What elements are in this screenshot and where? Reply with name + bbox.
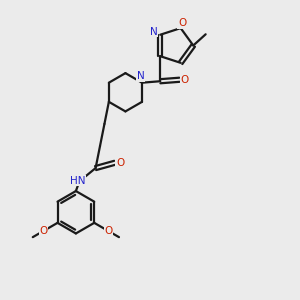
Text: O: O [104,226,112,236]
Text: HN: HN [70,176,86,186]
Text: O: O [39,226,48,236]
Text: N: N [137,71,145,81]
Text: O: O [116,158,124,168]
Text: N: N [150,27,158,37]
Text: O: O [178,18,186,28]
Text: O: O [181,75,189,85]
